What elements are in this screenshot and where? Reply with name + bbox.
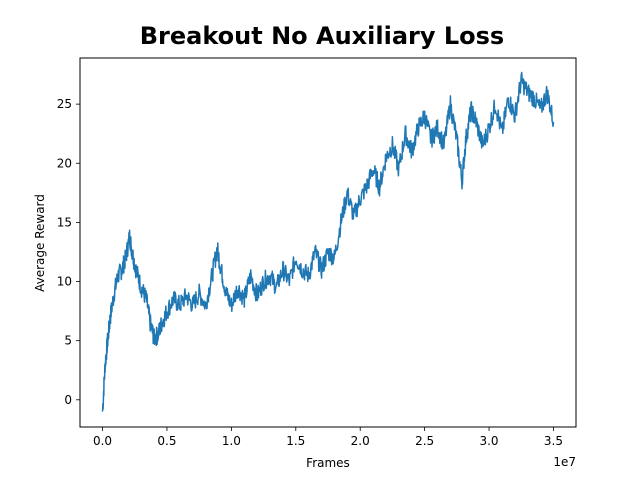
x-axis-title: Frames xyxy=(306,456,350,470)
x-tick-label: 2.5 xyxy=(415,434,434,448)
x-tick-label: 3.0 xyxy=(479,434,498,448)
y-axis-title: Average Reward xyxy=(33,194,47,292)
chart-title: Breakout No Auxiliary Loss xyxy=(140,22,504,50)
series-line xyxy=(101,71,555,412)
plot-frame xyxy=(79,57,577,428)
x-axis: 0.0 0.5 1.0 1.5 2.0 2.5 3.0 3.5 xyxy=(93,427,563,448)
x-tick-label: 1.0 xyxy=(222,434,241,448)
plot-area xyxy=(79,57,577,428)
x-tick-label: 2.0 xyxy=(351,434,370,448)
y-axis: 0 5 10 15 20 25 xyxy=(57,97,80,407)
y-tick-label: 10 xyxy=(57,275,72,289)
series-layer xyxy=(101,71,555,412)
y-tick-label: 5 xyxy=(64,334,72,348)
y-tick-label: 20 xyxy=(57,156,72,170)
y-tick-label: 25 xyxy=(57,97,72,111)
x-tick-label: 1.5 xyxy=(286,434,305,448)
y-tick-label: 15 xyxy=(57,215,72,229)
x-tick-label: 0.0 xyxy=(93,434,112,448)
x-axis-offset-label: 1e7 xyxy=(553,455,576,469)
x-tick-label: 0.5 xyxy=(157,434,176,448)
x-tick-label: 3.5 xyxy=(544,434,563,448)
y-tick-label: 0 xyxy=(64,393,72,407)
